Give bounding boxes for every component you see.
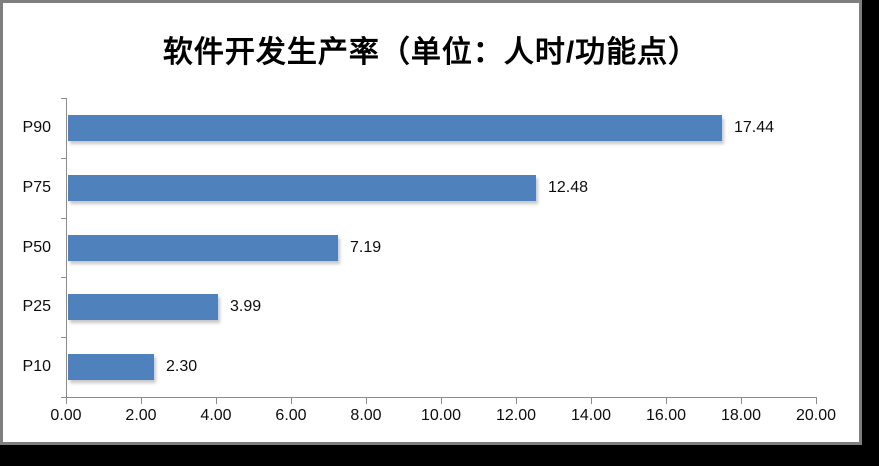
category-label: P75 (22, 179, 51, 196)
x-axis-tick-label: 2.00 (125, 407, 157, 424)
category-label: P10 (22, 358, 51, 375)
category-label: P25 (22, 298, 51, 315)
x-axis-tick (816, 398, 817, 404)
bar (68, 175, 536, 201)
bar-value-label: 2.30 (166, 358, 198, 375)
x-axis-tick (441, 398, 442, 404)
chart-title: 软件开发生产率（单位：人时/功能点） (162, 36, 700, 69)
y-axis-tick (61, 218, 66, 219)
y-axis-tick (61, 397, 66, 398)
y-axis-tick (61, 158, 66, 159)
x-axis-tick (666, 398, 667, 404)
y-axis-tick (61, 277, 66, 278)
x-axis-tick-label: 14.00 (570, 407, 612, 424)
bar-value-label: 17.44 (734, 119, 775, 136)
plot-area: 0.00 2.00 4.00 6.00 8.00 10.00 12.00 14.00 16.00… (3, 3, 859, 442)
bar-value-label: 12.48 (548, 179, 589, 196)
bar (68, 235, 338, 261)
y-axis-line (66, 98, 67, 397)
x-axis-tick-label: 10.00 (420, 407, 462, 424)
y-axis-tick (61, 337, 66, 338)
x-axis-tick (366, 398, 367, 404)
bar-value-label: 3.99 (230, 298, 262, 315)
bar (68, 294, 218, 320)
chart-frame: 软件开发生产率（单位：人时/功能点） 0.00 2.00 4.00 6.00 8.00 1… (0, 0, 862, 445)
x-axis-tick-label: 20.00 (795, 407, 837, 424)
x-axis-tick-label: 12.00 (495, 407, 537, 424)
category-label: P90 (22, 119, 51, 136)
x-axis-tick (216, 398, 217, 404)
x-axis-tick-label: 4.00 (200, 407, 232, 424)
x-axis-line (66, 397, 817, 398)
x-axis-tick (741, 398, 742, 404)
x-axis-tick (66, 398, 67, 404)
y-axis-tick (61, 98, 66, 99)
x-axis-tick (516, 398, 517, 404)
x-axis-tick-label: 6.00 (275, 407, 307, 424)
x-axis-tick (291, 398, 292, 404)
bar (68, 115, 722, 141)
x-axis-tick-label: 0.00 (50, 407, 82, 424)
x-axis-tick (591, 398, 592, 404)
bar-value-label: 7.19 (350, 239, 382, 256)
x-axis-tick (141, 398, 142, 404)
bar (68, 354, 154, 380)
x-axis-tick-label: 8.00 (350, 407, 382, 424)
x-axis-tick-label: 16.00 (645, 407, 687, 424)
category-label: P50 (22, 239, 51, 256)
x-axis-tick-label: 18.00 (720, 407, 762, 424)
